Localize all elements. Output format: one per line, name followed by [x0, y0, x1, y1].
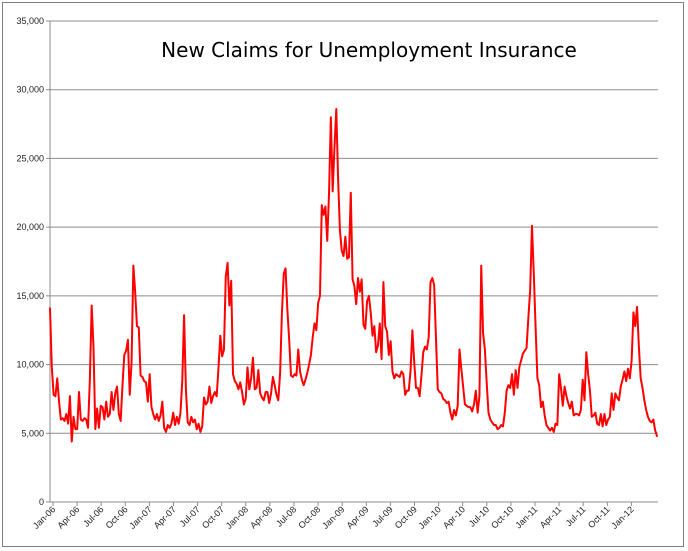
- x-tick-label: Oct-08: [296, 504, 322, 530]
- gridlines: [50, 20, 658, 434]
- y-tick-label: 25,000: [16, 153, 44, 163]
- y-tick-label: 35,000: [16, 16, 44, 26]
- x-tick-label: Oct-07: [200, 504, 226, 530]
- x-tick-label: Jan-09: [320, 504, 347, 531]
- x-tick-label: Jan-06: [31, 504, 58, 531]
- x-tick-label: Apr-08: [248, 504, 274, 530]
- series-line: [49, 107, 658, 443]
- x-tick-label: Oct-09: [393, 504, 419, 530]
- x-tick-label: Apr-06: [55, 504, 81, 530]
- x-tick-label: Jul-08: [274, 504, 298, 528]
- x-tick-label: Jul-06: [81, 504, 105, 528]
- x-tick-label: Oct-06: [104, 504, 130, 530]
- x-tick-label: Jul-10: [467, 504, 491, 528]
- x-tick-label: Jan-11: [513, 504, 539, 530]
- x-tick-label: Apr-11: [538, 504, 564, 530]
- x-tick-label: Apr-10: [441, 504, 467, 530]
- x-tick-label: Jan-08: [224, 504, 251, 531]
- x-tick-label: Apr-09: [345, 504, 371, 530]
- axes: [49, 21, 658, 503]
- x-tick-label: Jul-09: [370, 504, 394, 528]
- y-tick-label: 10,000: [16, 360, 44, 370]
- y-tick-label: 5,000: [21, 428, 44, 438]
- y-tick-label: 15,000: [16, 291, 44, 301]
- x-tick-label: Jan-07: [127, 504, 154, 531]
- series-layer: [49, 107, 658, 443]
- y-tick-label: 30,000: [16, 85, 44, 95]
- x-tick-label: Jul-07: [178, 504, 202, 528]
- x-tick-label: Oct-11: [586, 504, 612, 530]
- chart-title: New Claims for Unemployment Insurance: [161, 38, 577, 62]
- y-axis-ticks: 0 5,000 10,000 15,000 20,000 25,000 30,000 35,0…: [16, 16, 50, 507]
- y-tick-label: 0: [39, 497, 44, 507]
- x-tick-label: Apr-07: [152, 504, 178, 530]
- x-tick-label: Jan-10: [416, 504, 443, 531]
- x-tick-label: Oct-10: [489, 504, 515, 530]
- x-tick-label: Jan-12: [609, 504, 636, 531]
- x-tick-label: Jul-11: [564, 504, 588, 528]
- y-tick-label: 20,000: [16, 222, 44, 232]
